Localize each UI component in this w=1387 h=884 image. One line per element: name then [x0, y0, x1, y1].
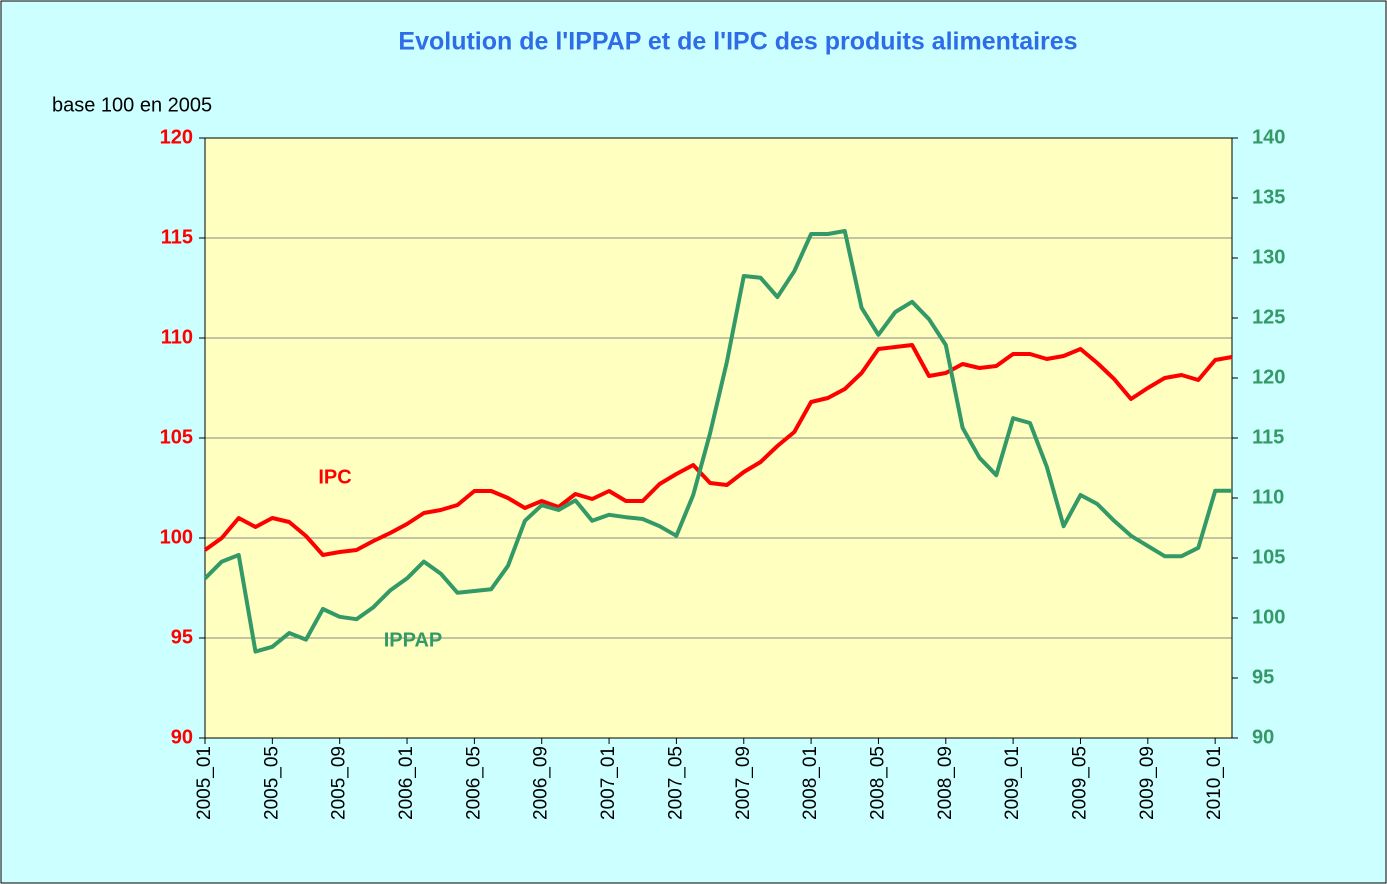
x-tick-label: 2007_01	[598, 746, 619, 820]
y2-tick-label: 90	[1252, 726, 1274, 748]
y-tick-label: 95	[171, 626, 193, 648]
x-tick-label: 2009_01	[1002, 746, 1023, 820]
x-tick-label: 2007_05	[665, 746, 686, 820]
series-label: IPC	[318, 466, 351, 488]
x-tick-label: 2007_09	[733, 746, 754, 820]
x-tick-label: 2008_09	[935, 746, 956, 820]
y2-tick-label: 120	[1252, 366, 1285, 388]
x-tick-label: 2005_01	[194, 746, 215, 820]
x-tick-label: 2005_05	[261, 746, 282, 820]
y-tick-label: 115	[161, 226, 193, 248]
x-tick-label: 2008_05	[867, 746, 888, 820]
y2-tick-label: 140	[1252, 126, 1285, 148]
y-tick-label: 90	[171, 726, 193, 748]
y2-tick-label: 135	[1252, 186, 1285, 208]
x-tick-label: 2008_01	[800, 746, 821, 820]
x-tick-label: 2005_09	[329, 746, 350, 820]
x-tick-label: 2006_05	[463, 746, 484, 820]
y2-tick-label: 100	[1252, 606, 1285, 628]
y-tick-label: 105	[160, 426, 193, 448]
y-tick-label: 110	[161, 326, 193, 348]
x-tick-label: 2006_09	[531, 746, 552, 820]
chart-title: Evolution de l'IPPAP et de l'IPC des pro…	[398, 28, 1077, 56]
y2-tick-label: 125	[1252, 306, 1285, 328]
x-tick-label: 2010_01	[1204, 746, 1225, 820]
y-tick-label: 100	[160, 526, 193, 548]
y2-tick-label: 115	[1252, 426, 1284, 448]
y-tick-label: 120	[160, 126, 193, 148]
y2-tick-label: 105	[1252, 546, 1285, 568]
y2-tick-label: 130	[1252, 246, 1285, 268]
series-line	[203, 343, 1233, 557]
series-label: IPPAP	[384, 629, 443, 651]
plot-border	[204, 137, 1233, 739]
axis-label: base 100 en 2005	[52, 94, 212, 116]
x-tick-label: 2006_01	[396, 746, 417, 820]
series-line	[203, 229, 1232, 654]
y2-tick-label: 110	[1252, 486, 1284, 508]
x-tick-label: 2009_09	[1137, 746, 1158, 820]
x-tick-label: 2009_05	[1069, 746, 1090, 820]
y2-tick-label: 95	[1252, 666, 1274, 688]
